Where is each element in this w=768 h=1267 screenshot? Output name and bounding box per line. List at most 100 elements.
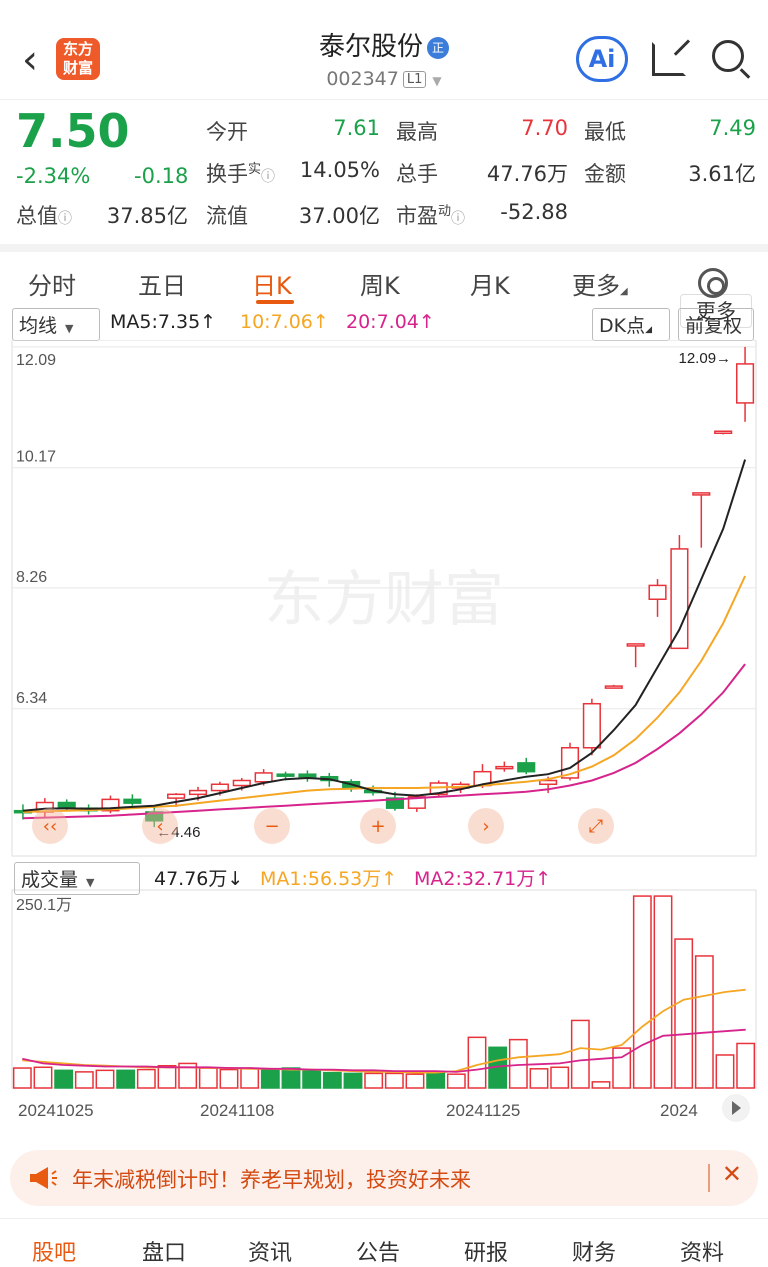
- volume-bar: [508, 1038, 528, 1089]
- chart-nav-icon: +: [370, 816, 385, 837]
- level-badge: L1: [402, 71, 427, 88]
- chart-nav-button: [468, 808, 504, 844]
- volume-bar: [198, 1067, 218, 1089]
- tab-finance[interactable]: 财务: [572, 1241, 617, 1266]
- candle-body: [145, 811, 164, 822]
- volume-bar: [116, 1069, 136, 1089]
- chart-nav-button: [360, 808, 396, 844]
- volume-bar: [178, 1062, 198, 1089]
- watermark: 东方财富: [264, 566, 504, 633]
- candle-body: [692, 492, 711, 496]
- float-label: 流值: [206, 204, 248, 228]
- candle-body: [407, 796, 426, 809]
- tab-pankou[interactable]: 盘口: [142, 1241, 187, 1266]
- volume-bar: [322, 1071, 342, 1089]
- volume-selector[interactable]: 成交量 ▼: [14, 862, 140, 895]
- eastmoney-logo[interactable]: 东方 财富: [56, 38, 100, 80]
- megaphone-icon: [30, 1167, 57, 1189]
- ma20-line: [22, 663, 746, 820]
- ma-selector[interactable]: 均线 ▼: [12, 308, 100, 341]
- search-icon[interactable]: [712, 40, 744, 72]
- back-icon[interactable]: ‹: [22, 37, 38, 83]
- corner-triangle-icon: ◢: [620, 286, 628, 297]
- open-value: 7.61: [333, 116, 380, 140]
- tab-more[interactable]: 更多◢: [572, 272, 628, 300]
- candle-body: [57, 801, 76, 808]
- candle-body: [714, 430, 733, 434]
- dropdown-triangle-icon: ▼: [86, 876, 95, 889]
- volume-bar: 成交量 ▼ 47.76万↓ MA1:56.53万↑ MA2:32.71万↑: [0, 862, 768, 895]
- kline-chart[interactable]: 东方财富 12.09 10.17 8.26 6.34 12.09→ ←4.46 250.1万…: [0, 340, 768, 1140]
- promo-banner[interactable]: 年末减税倒计时！养老早规划，投资好未来 ✕: [10, 1150, 758, 1206]
- close-icon[interactable]: ✕: [721, 1160, 742, 1188]
- volume-bar: [157, 1064, 177, 1089]
- tab-research[interactable]: 研报: [464, 1241, 509, 1266]
- ma20-value: 20:7.04↑: [346, 311, 435, 333]
- candle-body: [429, 782, 448, 796]
- tab-five-day[interactable]: 五日: [138, 272, 186, 300]
- info-icon: ⓘ: [261, 169, 276, 185]
- x-axis-label: 20241108: [200, 1101, 274, 1120]
- price-tick-label: 12.09: [16, 352, 56, 369]
- tab-announce[interactable]: 公告: [356, 1241, 401, 1266]
- candle-body: [385, 797, 405, 809]
- candle-body: [648, 584, 667, 601]
- tab-weekly-k[interactable]: 周K: [360, 272, 400, 300]
- volume-bar: [446, 1073, 466, 1089]
- volume-bar: [240, 1068, 260, 1089]
- pe-value: -52.88: [500, 200, 568, 224]
- dk-point-button[interactable]: DK点◢: [592, 308, 670, 341]
- volume-label: 总手: [396, 162, 438, 186]
- adjust-button[interactable]: 前复权: [678, 308, 754, 341]
- open-label: 今开: [206, 120, 248, 144]
- volume-bar: [632, 895, 652, 1089]
- amount-label: 金额: [584, 162, 626, 186]
- candle-body: [167, 793, 186, 799]
- zheng-badge-icon: 正: [427, 36, 449, 59]
- candle-body: [670, 548, 689, 650]
- float-value: 37.00亿: [298, 204, 380, 228]
- price-tick-label: 10.17: [16, 449, 56, 466]
- chart-nav-button: [254, 808, 290, 844]
- settings-gear-icon[interactable]: [698, 268, 728, 298]
- chart-nav-icon: −: [264, 816, 279, 837]
- candle-body: [210, 783, 229, 792]
- high-value: 7.70: [521, 116, 568, 140]
- volume-bar: [364, 1072, 384, 1089]
- ma5-line: [22, 459, 747, 812]
- change-amount: -0.18: [134, 164, 189, 188]
- info-icon: ⓘ: [451, 211, 466, 227]
- candle-body: [276, 773, 295, 777]
- tab-news[interactable]: 资讯: [248, 1241, 293, 1266]
- candle-body: [254, 772, 273, 783]
- amount-value: 3.61亿: [688, 162, 756, 186]
- volume-bar: [550, 1066, 570, 1089]
- candle-body: [735, 363, 755, 404]
- change-percent: -2.34%: [16, 164, 91, 188]
- tab-guba[interactable]: 股吧: [32, 1241, 77, 1266]
- corner-triangle-icon: ◢: [645, 325, 653, 335]
- volume-bar: [12, 1067, 32, 1089]
- vol-ma2-line: [22, 1028, 746, 1073]
- volume-bar: [74, 1071, 94, 1089]
- volume-bar: [426, 1071, 446, 1089]
- candle-body: [232, 779, 251, 787]
- stock-code-row[interactable]: 002347 L1 ▼: [0, 68, 768, 90]
- vol-ma1: MA1:56.53万↑: [260, 868, 398, 890]
- active-tab-underline: [256, 300, 294, 304]
- volume-bar: [715, 1054, 735, 1089]
- tab-intraday[interactable]: 分时: [28, 272, 76, 300]
- price-tick-label: 6.34: [16, 690, 47, 707]
- share-icon[interactable]: [652, 42, 686, 76]
- app-header: ‹ 东方 财富 泰尔股份正 002347 L1 ▼ Ai: [0, 0, 768, 100]
- max-price-label: 12.09→: [679, 350, 732, 367]
- turnover-label: 换手实ⓘ: [206, 162, 276, 186]
- ma5-value: MA5:7.35↑: [110, 311, 217, 333]
- tab-profile[interactable]: 资料: [680, 1241, 725, 1266]
- current-price: 7.50: [16, 104, 130, 158]
- candle-body: [298, 773, 317, 778]
- tab-monthly-k[interactable]: 月K: [470, 272, 510, 300]
- tab-daily-k[interactable]: 日K: [252, 272, 292, 300]
- chart-nav-icon: ›: [482, 816, 489, 837]
- ai-button[interactable]: Ai: [576, 36, 628, 82]
